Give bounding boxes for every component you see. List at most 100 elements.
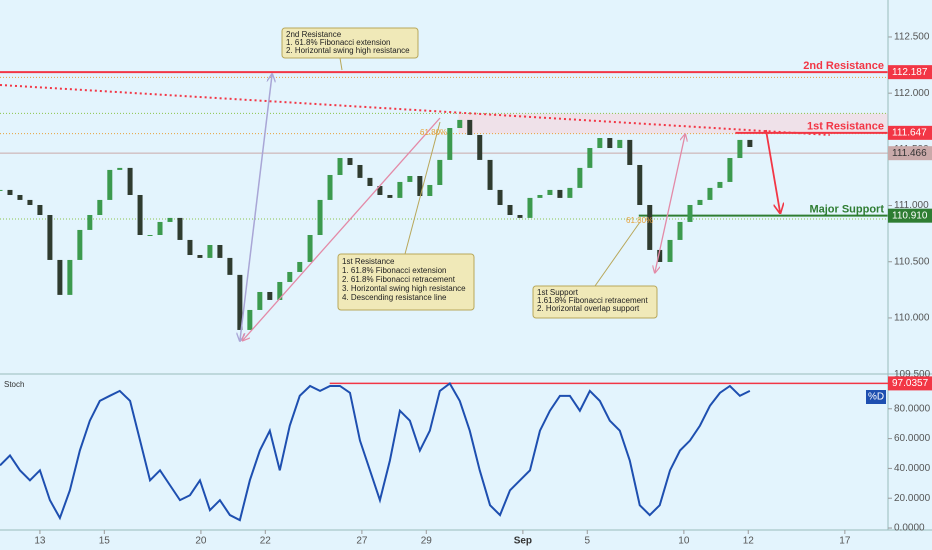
- annotation-box: [337, 253, 475, 311]
- annotation-text: 1st Resistance: [342, 257, 395, 266]
- candle: [447, 128, 453, 160]
- candle: [77, 229, 83, 260]
- level-label-box: [888, 146, 932, 161]
- pointer: [339, 57, 343, 71]
- y-tick-label: 111.000: [894, 200, 929, 211]
- candle: [567, 187, 573, 198]
- candle: [527, 197, 533, 218]
- level-label-box: [888, 208, 932, 223]
- level-label-box: [888, 376, 932, 391]
- arrow: [243, 117, 441, 340]
- candle: [287, 271, 293, 282]
- legend-label: %D: [868, 392, 884, 403]
- level-label: 112.187: [892, 67, 928, 78]
- candle: [557, 189, 563, 198]
- candle: [647, 204, 653, 250]
- candle: [437, 159, 443, 185]
- level-label: 97.0357: [892, 378, 929, 389]
- candle: [617, 139, 623, 149]
- x-tick-label: Sep: [514, 536, 532, 547]
- candle: [277, 281, 283, 300]
- candle: [607, 138, 613, 149]
- y-tick-label: 60.0000: [894, 433, 931, 444]
- fib-label: 61.80%: [420, 128, 447, 137]
- annotation: 1st Support 1.61.8% Fibonacci retracemen…: [532, 285, 658, 319]
- annotation-text: 2. 61.8% Fibonacci retracement: [342, 275, 456, 284]
- level-name: Major Support: [809, 204, 884, 216]
- annotation-text: 4. Descending resistance line: [342, 293, 447, 302]
- candle: [637, 164, 643, 205]
- candle: [157, 221, 163, 236]
- x-tick-label: 15: [99, 536, 111, 547]
- candle: [57, 259, 63, 295]
- y-tick-label: 0.0000: [894, 523, 925, 534]
- candle: [507, 204, 513, 215]
- stoch-line: [0, 381, 751, 522]
- legend-box: [866, 390, 886, 404]
- candle: [477, 134, 483, 160]
- candle: [457, 119, 463, 129]
- axis-labels: 109.500110.000110.500111.000111.500112.0…: [34, 32, 932, 547]
- candle: [387, 194, 393, 198]
- arrow: [240, 75, 272, 340]
- candle: [127, 167, 133, 195]
- candle: [677, 221, 683, 240]
- candle: [427, 184, 433, 197]
- x-tick-label: 13: [34, 536, 46, 547]
- candle: [0, 189, 3, 191]
- arrow: [765, 129, 780, 212]
- candle: [197, 255, 203, 258]
- candle: [467, 119, 473, 135]
- candle: [537, 194, 543, 198]
- candle: [37, 204, 43, 215]
- pointer: [594, 221, 641, 287]
- candle: [707, 187, 713, 200]
- candle: [337, 158, 343, 175]
- candle: [357, 164, 363, 178]
- annotation-text: 1. 61.8% Fibonacci extension: [286, 38, 391, 47]
- candle: [97, 199, 103, 215]
- y-tick-label: 112.500: [894, 32, 930, 43]
- fib-label: 61.80%: [626, 216, 653, 225]
- trendline: [0, 83, 830, 136]
- candle: [207, 245, 213, 258]
- candle: [27, 199, 33, 205]
- candle: [307, 235, 313, 262]
- candle: [267, 291, 273, 300]
- candle: [17, 194, 23, 200]
- candle: [257, 291, 263, 310]
- x-tick-label: 20: [195, 536, 207, 547]
- annotation-text: 2nd Resistance: [286, 30, 342, 39]
- annotation-text: 3. Horizontal swing high resistance: [342, 284, 466, 293]
- candle: [167, 217, 173, 222]
- y-tick-label: 112.000: [894, 88, 930, 99]
- annotation: 1st Resistance 1. 61.8% Fibonacci extens…: [337, 253, 475, 311]
- annotation-text: 1. 61.8% Fibonacci extension: [342, 266, 447, 275]
- candle: [217, 245, 223, 258]
- candle: [717, 181, 723, 188]
- pointer: [404, 121, 441, 255]
- y-tick-label: 40.0000: [894, 463, 931, 474]
- x-tick-label: 12: [743, 536, 755, 547]
- level-label: 111.647: [892, 127, 927, 138]
- stoch-background: [0, 374, 932, 550]
- annotation-text: 1st Support: [537, 288, 579, 297]
- candle: [397, 181, 403, 198]
- candle: [347, 158, 353, 165]
- candle: [547, 189, 553, 195]
- candle: [187, 239, 193, 256]
- candle: [417, 175, 423, 197]
- annotation-box: [532, 285, 658, 319]
- candle: [727, 158, 733, 182]
- candle: [7, 189, 13, 195]
- candle: [47, 214, 53, 260]
- x-tick-label: 22: [260, 536, 272, 547]
- level-label-box: [888, 65, 932, 80]
- candle: [177, 217, 183, 240]
- candle: [667, 239, 673, 262]
- candle: [687, 204, 693, 222]
- candle: [577, 167, 583, 188]
- candle: [87, 214, 93, 230]
